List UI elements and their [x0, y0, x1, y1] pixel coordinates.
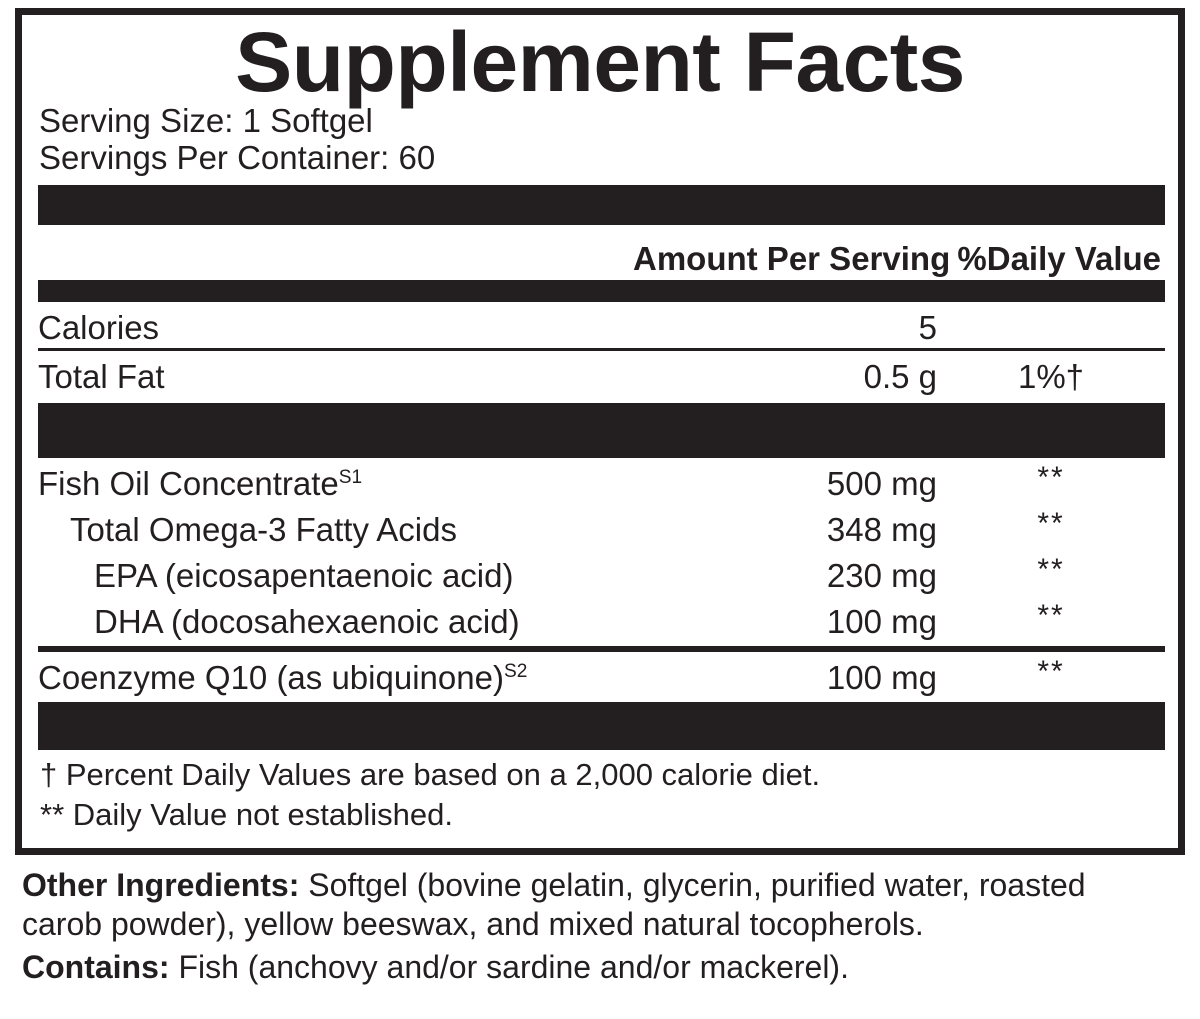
other-ingredients-label: Other Ingredients:: [22, 867, 300, 903]
other-ingredients-paragraph: Other Ingredients: Softgel (bovine gelat…: [22, 866, 1172, 944]
divider-rule-after-calories: [38, 348, 1165, 352]
table-row-epa: EPA (eicosapentaenoic acid) 230 mg **: [38, 550, 1165, 596]
nutrient-dv: **: [1037, 507, 1065, 541]
table-row-coenzyme-q10: Coenzyme Q10 (as ubiquinone)S2 100 mg **: [38, 652, 1165, 698]
daily-value-header: %Daily Value: [957, 240, 1161, 278]
nutrient-amount: 0.5 g: [863, 358, 937, 396]
page-title: Supplement Facts: [235, 15, 965, 109]
nutrient-name: Calories: [38, 309, 160, 347]
nutrient-amount: 348 mg: [826, 511, 937, 549]
contains-paragraph: Contains: Fish (anchovy and/or sardine a…: [22, 948, 1172, 987]
divider-bar-before-footnotes: [38, 702, 1165, 751]
nutrient-name: Total Fat: [38, 358, 165, 396]
table-row-total-omega-3: Total Omega-3 Fatty Acids 348 mg **: [38, 504, 1165, 550]
nutrient-amount: 100 mg: [826, 603, 937, 641]
nutrient-dv: **: [1037, 599, 1065, 633]
footnote-dv-not-established: ** Daily Value not established.: [40, 796, 454, 832]
nutrient-amount: 5: [918, 309, 937, 347]
column-header-row: Amount Per Serving %Daily Value: [38, 225, 1165, 277]
table-row-total-fat: Total Fat 0.5 g 1%†: [38, 351, 1165, 397]
nutrient-amount: 230 mg: [826, 557, 937, 595]
nutrient-name: Coenzyme Q10 (as ubiquinone)S2: [38, 659, 528, 697]
divider-rule-after-dha: [38, 646, 1165, 653]
footnote-daily-value-basis: † Percent Daily Values are based on a 2,…: [40, 757, 821, 793]
nutrient-dv: **: [1037, 553, 1065, 587]
nutrient-dv: 1%†: [1017, 358, 1085, 396]
superscript-ref: S2: [503, 661, 528, 683]
nutrient-dv: **: [1037, 461, 1065, 495]
nutrient-name: Total Omega-3 Fatty Acids: [70, 511, 457, 549]
servings-per-container-text: Servings Per Container: 60: [39, 139, 436, 177]
amount-per-serving-header: Amount Per Serving: [633, 240, 951, 278]
column-header-spacer: [38, 266, 633, 275]
nutrient-name: DHA (docosahexaenoic acid): [94, 603, 520, 641]
table-row-calories: Calories 5: [38, 302, 1165, 348]
superscript-ref: S1: [338, 467, 363, 489]
table-row-fish-oil-concentrate: Fish Oil ConcentrateS1 500 mg **: [38, 458, 1165, 504]
table-row-dha: DHA (docosahexaenoic acid) 100 mg **: [38, 596, 1165, 642]
serving-size-text: Serving Size: 1 Softgel: [39, 102, 373, 140]
footnotes-block: † Percent Daily Values are based on a 2,…: [40, 750, 1165, 834]
divider-bar-medium: [38, 280, 1165, 303]
nutrient-dv: [937, 330, 1165, 339]
nutrient-name: EPA (eicosapentaenoic acid): [94, 557, 514, 595]
supplement-facts-panel: Supplement Facts Serving Size: 1 Softgel…: [15, 8, 1185, 855]
other-ingredients-text: Softgel (bovine gelatin, glycerin, purif…: [22, 867, 1086, 943]
nutrient-dv: **: [1037, 655, 1065, 689]
nutrient-amount: 500 mg: [826, 465, 937, 503]
divider-bar-thick-top: [38, 185, 1165, 226]
contains-text: Fish (anchovy and/or sardine and/or mack…: [169, 949, 849, 986]
nutrient-name: Fish Oil ConcentrateS1: [38, 465, 363, 503]
contains-label: Contains:: [22, 949, 170, 986]
bottom-text-block: Other Ingredients: Softgel (bovine gelat…: [22, 866, 1172, 991]
divider-bar-tall: [38, 403, 1165, 459]
nutrient-amount: 100 mg: [826, 659, 937, 697]
